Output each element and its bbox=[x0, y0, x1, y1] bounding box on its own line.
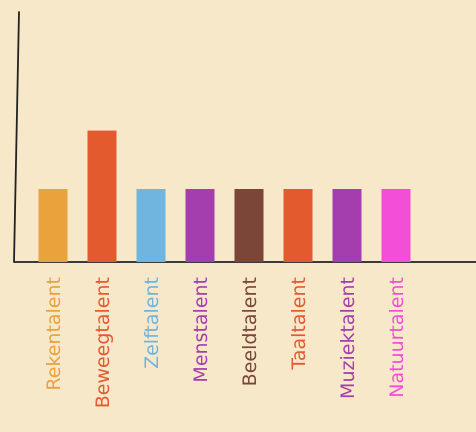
bar-beeldtalent bbox=[234, 189, 264, 262]
bars-group bbox=[38, 130, 411, 262]
bar-rekentalent bbox=[38, 189, 68, 262]
bar-beweegtalent bbox=[87, 130, 117, 262]
category-label-beeldtalent: Beeldtalent bbox=[239, 277, 261, 386]
category-label-taaltalent: Taaltalent bbox=[288, 277, 310, 371]
bar-menstalent bbox=[185, 189, 215, 262]
category-label-natuurtalent: Natuurtalent bbox=[386, 277, 408, 398]
category-labels-group: Rekentalent Beweegtalent Zelftalent Menstal… bbox=[43, 277, 408, 408]
bar-muziektalent bbox=[332, 189, 362, 262]
category-label-muziektalent: Muziektalent bbox=[337, 277, 359, 399]
bar-taaltalent bbox=[283, 189, 313, 262]
category-label-rekentalent: Rekentalent bbox=[43, 277, 65, 391]
bar-natuurtalent bbox=[381, 189, 411, 262]
category-label-zelftalent: Zelftalent bbox=[141, 277, 163, 369]
y-axis-line bbox=[13, 11, 20, 263]
category-label-menstalent: Menstalent bbox=[190, 277, 212, 383]
bar-zelftalent bbox=[136, 189, 166, 262]
category-label-beweegtalent: Beweegtalent bbox=[92, 277, 114, 408]
